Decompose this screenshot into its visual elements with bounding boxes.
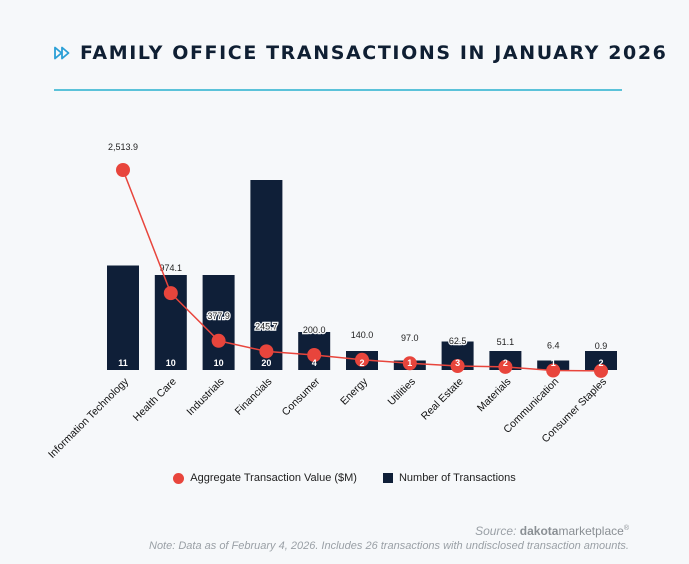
count-label-8: 2 [503,358,508,368]
category-label-2: Industrials [184,376,226,418]
value-marker-3 [259,344,274,359]
category-label-3: Financials [233,376,275,418]
value-label-6: 97.0 [401,333,419,343]
value-marker-2 [211,333,226,348]
value-marker-7 [450,359,465,374]
value-label-2: 377.9 [207,311,230,321]
value-label-4: 200.0 [303,325,326,335]
source-brand-bold: dakota [519,524,559,538]
category-label-1: Health Care [131,376,179,424]
legend-line-label: Aggregate Transaction Value ($M) [190,472,357,484]
count-label-5: 2 [359,358,364,368]
title-divider [54,89,622,91]
source-trademark: ® [623,525,629,532]
bar-0 [107,265,139,370]
category-label-6: Utilities [386,376,418,408]
chart-title: FAMILY OFFICE TRANSACTIONS IN JANUARY 20… [80,42,668,64]
chart-note: Note: Data as of February 4, 2026. Inclu… [149,540,629,552]
count-label-6: 1 [407,358,412,368]
count-label-9: 1 [551,358,556,368]
value-label-0: 2,513.9 [108,142,138,152]
chart-header: FAMILY OFFICE TRANSACTIONS IN JANUARY 20… [54,42,667,64]
value-marker-8 [498,359,513,374]
count-label-3: 20 [261,358,271,368]
value-label-9: 6.4 [547,340,560,350]
category-label-8: Materials [475,376,514,415]
value-marker-1 [163,286,178,301]
legend-bar-marker [382,473,393,483]
value-marker-9 [546,363,561,378]
value-marker-0 [116,163,130,177]
bar-2 [202,275,235,370]
count-label-2: 10 [214,358,224,368]
value-label-3: 245.7 [255,321,278,331]
count-label-4: 4 [312,358,317,368]
category-label-0: Information Technology [46,375,132,461]
value-marker-10 [594,363,608,378]
legend-bar-label: Number of Transactions [398,472,516,484]
count-label-7: 3 [455,358,460,368]
source-prefix: Source: [475,524,517,538]
value-marker-4 [307,348,322,363]
chart-legend: Aggregate Transaction Value ($M) Number … [0,472,689,484]
value-label-8: 51.1 [497,337,515,347]
fast-forward-icon [54,46,70,60]
legend-item-value: Aggregate Transaction Value ($M) [173,472,357,484]
value-label-10: 0.9 [595,341,608,351]
bar-10 [585,351,617,370]
value-marker-5 [355,352,369,367]
value-label-5: 140.0 [351,330,374,340]
value-marker-6 [402,356,417,371]
category-label-4: Consumer [280,375,323,418]
source-credit: Source: dakotamarketplace® [475,524,629,538]
legend-line-marker [173,472,185,484]
chart-plot: 2,513.9 974.1 377.9 245.7 200.0 140.0 97.0 62.5… [46,141,617,461]
value-label-7: 62.5 [449,336,467,346]
source-brand-light: marketplace [558,524,624,538]
bar-3 [250,180,283,370]
category-label-7: Real Estate [419,376,466,423]
count-label-0: 11 [118,358,128,368]
count-label-10: 2 [598,358,603,368]
value-line [122,169,602,372]
category-label-5: Energy [338,375,371,408]
legend-item-count: Number of Transactions [382,472,516,484]
value-label-1: 974.1 [160,263,183,273]
count-label-1: 10 [166,358,176,368]
